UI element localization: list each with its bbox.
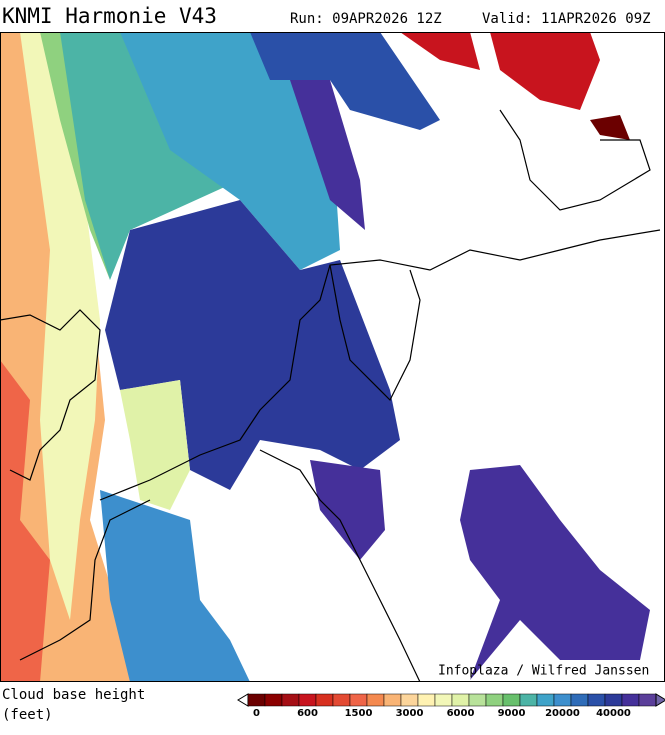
colorbar-tick-label: 6000 [447,708,475,719]
title: KNMI Harmonie V43 [2,4,217,28]
legend-label: Cloud base height [2,687,145,703]
colorbar-swatch [451,693,470,707]
field-lightblue [120,32,340,270]
colorbar-swatch [434,693,453,707]
field-lightgreen [120,380,190,510]
colorbar-swatch [485,693,504,707]
colorbar-swatch [298,693,317,707]
colorbar-tick-label: 9000 [498,708,526,719]
colorbar-swatch [638,693,657,707]
colorbar: 0 600 1500 3000 6000 9000 20000 40000 [237,693,665,719]
field-red [0,360,50,682]
colorbar-swatch [400,693,419,707]
colorbar-swatch [502,693,521,707]
legend-label: (feet) [2,707,53,723]
colorbar-swatch [468,693,487,707]
colorbar-tick-label: 0 [253,708,260,719]
colorbar-swatch [332,693,351,707]
colorbar-swatch [536,693,555,707]
colorbar-swatch [264,693,283,707]
colorbar-tick-label: 20000 [545,708,580,719]
field-blue-bottom [100,490,250,682]
colorbar-swatch [281,693,300,707]
map: Infoplaza / Wilfred Janssen [0,32,665,682]
field-red-ne2 [490,32,600,110]
run-time: Run: 09APR2026 12Z [290,11,442,27]
colorbar-swatch [349,693,368,707]
coastline-denmark [499,109,651,211]
colorbar-tick-label: 1500 [345,708,373,719]
field-red-ne1 [400,32,480,70]
colorbar-swatch [621,693,640,707]
colorbar-swatch [519,693,538,707]
colorbar-swatch [247,693,266,707]
colorbar-tick-label: 3000 [396,708,424,719]
border-nl-de [329,264,421,402]
colorbar-tick-label: 40000 [596,708,631,719]
valid-time: Valid: 11APR2026 09Z [482,11,651,27]
colorbar-swatch [315,693,334,707]
colorbar-tick-label: 600 [297,708,318,719]
coastline-continent [99,229,661,501]
field-darkred-ne [590,115,630,140]
border-be-fr [259,449,421,682]
coastline-uk [0,309,101,481]
colorbar-swatch [604,693,623,707]
colorbar-arrow-right [655,693,665,707]
credit: Infoplaza / Wilfred Janssen [438,664,649,679]
colorbar-swatch [587,693,606,707]
field-purple-east [460,465,650,680]
field-purple-mid [310,460,385,560]
field-darkblue [105,200,400,490]
field-purple-top [290,80,365,230]
colorbar-swatch [570,693,589,707]
colorbar-swatch [417,693,436,707]
colorbar-swatch [366,693,385,707]
field-blue-top [250,32,440,130]
coastline-france [19,499,151,661]
colorbar-swatch [383,693,402,707]
colorbar-swatch [553,693,572,707]
